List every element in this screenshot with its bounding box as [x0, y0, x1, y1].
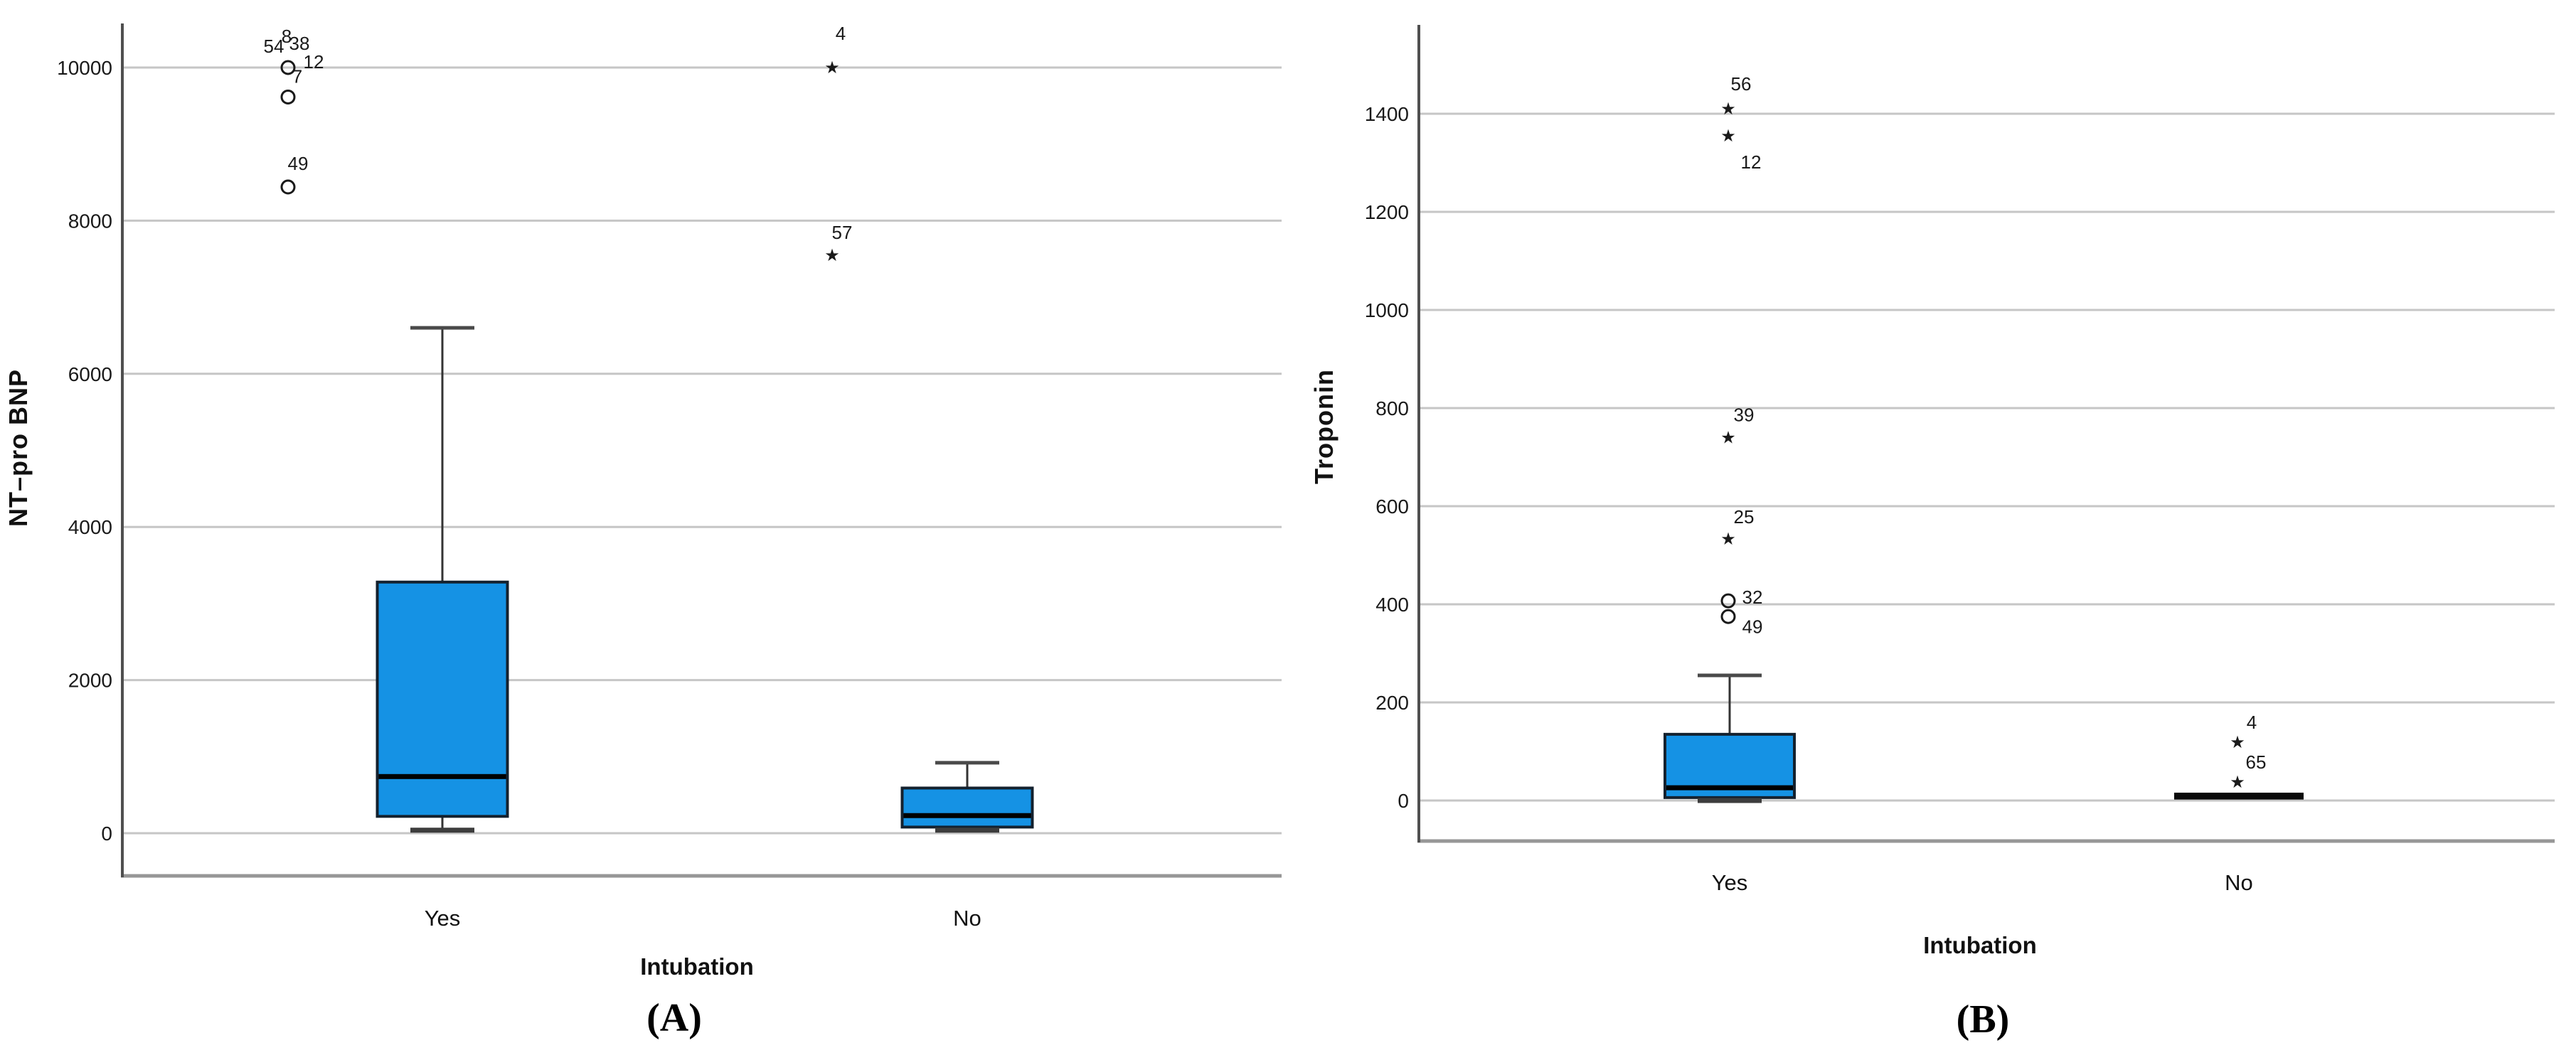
outlier: ★4 [2230, 712, 2257, 752]
outlier-label: 12 [1741, 151, 1762, 173]
outlier: ★ 57 [824, 222, 852, 265]
outlier-label: 4 [836, 23, 846, 44]
x-axis-title: Intubation [1923, 932, 2036, 958]
panel-b-caption: (B) [1956, 997, 2010, 1042]
y-tick-labels: 0 2000 4000 6000 8000 10000 [57, 57, 112, 845]
y-tick-label: 2000 [68, 670, 112, 692]
boxplot-b: 0 200 400 600 800 1000 1200 1400 ★ 56 ★ 12 ★ 39 ★ 25 32 4… [1309, 25, 2555, 958]
outlier-circle-icon [1720, 593, 1736, 609]
y-tick-label: 10000 [57, 57, 112, 79]
outlier-label: 57 [832, 222, 853, 243]
x-category-label: No [2225, 870, 2253, 895]
outlier-circle-icon [280, 60, 296, 75]
x-category-label: No [953, 906, 981, 931]
outlier-label: 38 [289, 33, 310, 54]
y-tick-labels: 0 200 400 600 800 1000 1200 1400 [1365, 103, 1409, 812]
outlier-star-icon: ★ [2230, 733, 2245, 752]
outlier-label: 32 [1742, 587, 1763, 608]
outlier-star-icon: ★ [1720, 127, 1736, 146]
outlier-label: 39 [1734, 404, 1755, 425]
median-line [903, 813, 1031, 818]
y-tick-label: 4000 [68, 516, 112, 538]
outlier: 32 [1720, 587, 1763, 609]
outlier: 7 [280, 65, 302, 105]
outlier-circle-icon [1720, 609, 1736, 624]
outlier: ★ 12 [1720, 127, 1761, 173]
x-category-label: Yes [1712, 870, 1748, 895]
outlier-circle-icon [280, 89, 296, 105]
gridlines [124, 66, 1282, 835]
outlier-label: 4 [2247, 712, 2257, 733]
y-tick-label: 200 [1375, 692, 1409, 714]
y-axis-title: Troponin [1309, 369, 1338, 484]
box-yes [376, 326, 509, 833]
outlier: ★ 39 [1720, 404, 1754, 447]
outlier-label: 49 [1742, 616, 1763, 637]
outlier-star-icon: ★ [1720, 100, 1736, 119]
outlier-label: 65 [2246, 751, 2267, 773]
outlier-label: 56 [1731, 73, 1752, 95]
y-tick-label: 0 [1398, 790, 1409, 812]
y-tick-label: 400 [1375, 594, 1409, 616]
outlier: ★4 [824, 23, 846, 77]
collapsed-box [2174, 792, 2304, 800]
iqr-box [376, 580, 509, 818]
outlier-circle-icon [280, 179, 296, 195]
boxplot-a: 02000400060008000100005483812749★4★57Yes… [4, 23, 1282, 980]
outlier-label: 25 [1734, 506, 1755, 528]
outlier: ★ 56 [1720, 73, 1751, 119]
outlier: 49 [1720, 609, 1763, 637]
outlier-label: 54 [264, 36, 284, 57]
iqr-box [900, 786, 1034, 829]
box-yes [1664, 673, 1796, 803]
y-tick-label: 6000 [68, 363, 112, 385]
box-no [2174, 792, 2304, 800]
y-tick-label: 800 [1375, 397, 1409, 419]
y-tick-label: 8000 [68, 210, 112, 232]
outlier-label: 49 [288, 153, 309, 174]
outlier-label: 7 [292, 65, 302, 87]
box-no [900, 761, 1034, 833]
y-tick-label: 1000 [1365, 299, 1409, 321]
y-tick-label: 1200 [1365, 201, 1409, 223]
y-tick-label: 1400 [1365, 103, 1409, 125]
outlier-star-icon: ★ [2230, 773, 2245, 792]
outlier-star-icon: ★ [1720, 530, 1736, 549]
y-tick-label: 600 [1375, 496, 1409, 518]
x-axis-title: Intubation [640, 953, 753, 980]
x-category-label: Yes [425, 906, 461, 931]
median-line [378, 773, 506, 779]
y-axis-title: NT–pro BNP [4, 369, 33, 527]
median-line [1666, 785, 1793, 791]
outlier-label: 12 [304, 51, 324, 73]
outlier: ★ 25 [1720, 506, 1754, 549]
outlier: ★65 [2230, 751, 2266, 792]
gridlines [1420, 112, 2555, 802]
y-tick-label: 0 [101, 823, 112, 845]
outlier-star-icon: ★ [824, 58, 840, 77]
outlier: 49 [280, 153, 309, 195]
outlier-star-icon: ★ [824, 246, 840, 265]
outlier-label: 8 [282, 26, 292, 47]
outlier-star-icon: ★ [1720, 428, 1736, 447]
panel-a-caption: (A) [646, 996, 702, 1040]
